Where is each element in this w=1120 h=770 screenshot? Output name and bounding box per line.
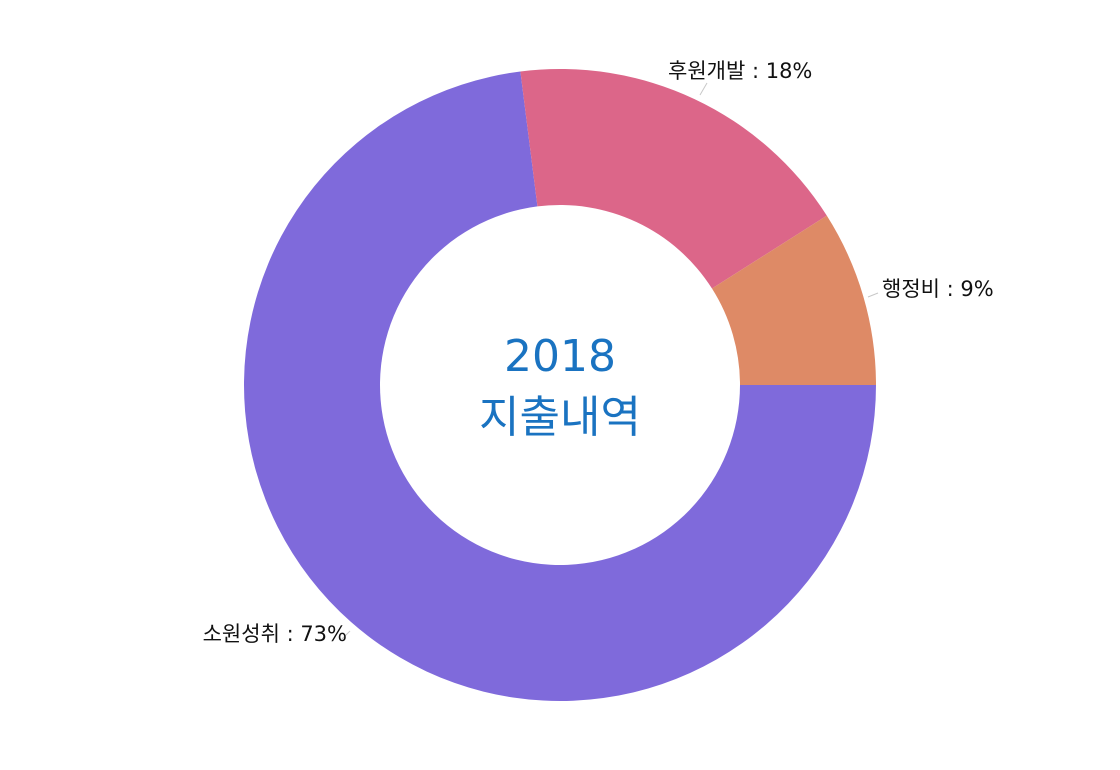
leader-line-1 (341, 630, 351, 640)
leader-line-2 (699, 82, 708, 96)
center-title-text: 지출내역 (479, 392, 641, 443)
slices-group (244, 69, 877, 702)
slice-3 (711, 215, 876, 385)
center-title-year: 2018 (504, 331, 616, 382)
slice-label-2: 후원개발 : 18% (668, 59, 812, 83)
slice-2 (520, 69, 827, 289)
leader-lines-group (341, 82, 879, 640)
slice-1 (244, 71, 877, 702)
slice-labels-group: 소원성취 : 73% 후원개발 : 18% 행정비 : 9% (203, 59, 994, 646)
leader-line-3 (867, 292, 879, 298)
slice-label-3: 행정비 : 9% (882, 277, 994, 301)
slice-label-1: 소원성취 : 73% (203, 622, 347, 646)
